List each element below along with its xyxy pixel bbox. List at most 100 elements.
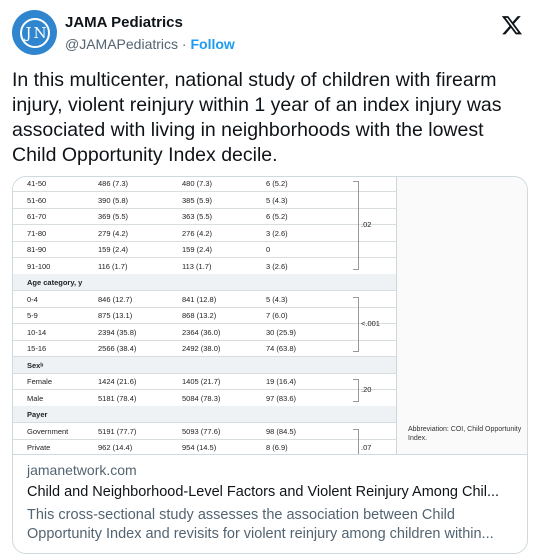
table-row-label: 81-90 [27, 245, 47, 254]
table-cell: 390 (5.8) [98, 195, 129, 205]
table-cell: 98 (84.5) [266, 426, 297, 436]
table-row: 91-100 116 (1.7) 113 (1.7) 3 (2.6) [13, 258, 397, 275]
table-row: 71-80 279 (4.2) 276 (4.2) 3 (2.6) [13, 225, 397, 242]
link-card[interactable]: 41-50 486 (7.3) 480 (7.3) 6 (5.2) 51-60 390 (… [12, 176, 528, 554]
table-cell: 74 (63.8) [266, 344, 297, 353]
table-cell: 97 (83.6) [266, 393, 297, 403]
table-row: Male 5181 (78.4) 5084 (78.3) 97 (83.6) [13, 390, 397, 407]
abbreviation-note: Abbreviation: COI, Child Opportunity Ind… [408, 426, 522, 442]
table-cell: 0 [266, 245, 271, 254]
table-cell: 868 (13.2) [182, 311, 217, 320]
table-row-label: Female [27, 377, 53, 386]
table-cell: 159 (2.4) [98, 245, 129, 254]
table-cell: 8 (6.9) [266, 443, 288, 452]
table-row-label: 61-70 [27, 212, 47, 221]
table-section-heading: Sexᵇ [13, 356, 397, 374]
table-cell: 2566 (38.4) [98, 344, 137, 353]
table-row: 10-14 2394 (35.8) 2364 (36.0) 30 (25.9) [13, 324, 397, 341]
table-cell: 5 (4.3) [266, 195, 288, 205]
table-row-label: Male [27, 393, 44, 403]
table-cell: 486 (7.3) [98, 179, 129, 188]
table-row-label: 91-100 [27, 261, 51, 271]
card-domain: jamanetwork.com [27, 462, 137, 478]
p-value-bracket [353, 428, 359, 454]
p-value: <.001 [361, 319, 380, 329]
table-cell: 363 (5.5) [182, 212, 213, 221]
table-cell: 1405 (21.7) [182, 377, 221, 386]
table-row-label: 10-14 [27, 327, 47, 337]
p-value: .02 [361, 220, 372, 230]
table-cell: 276 (4.2) [182, 228, 213, 238]
table-cell: 6 (5.2) [266, 179, 288, 188]
table-row-label: Sexᵇ [27, 360, 44, 370]
table-row: Female 1424 (21.6) 1405 (21.7) 19 (16.4) [13, 373, 397, 390]
table-cell: 5181 (78.4) [98, 393, 137, 403]
table-row-label: 15-16 [27, 344, 47, 353]
card-image[interactable]: 41-50 486 (7.3) 480 (7.3) 6 (5.2) 51-60 390 (… [13, 177, 527, 455]
table-cell: 5191 (77.7) [98, 426, 137, 436]
x-logo-icon[interactable] [501, 14, 523, 36]
handle-line: @JAMAPediatrics · Follow [65, 36, 235, 52]
table-row-label: 5-9 [27, 311, 38, 320]
table-row: 51-60 390 (5.8) 385 (5.9) 5 (4.3) [13, 192, 397, 209]
table-cell: 2394 (35.8) [98, 327, 137, 337]
table-row: 61-70 369 (5.5) 363 (5.5) 6 (5.2) [13, 208, 397, 225]
p-value: .07 [361, 443, 372, 452]
table-row: 0-4 846 (12.7) 841 (12.8) 5 (4.3) [13, 291, 397, 308]
table-cell: 3 (2.6) [266, 228, 288, 238]
table-row: 15-16 2566 (38.4) 2492 (38.0) 74 (63.8) [13, 340, 397, 357]
table-row: 81-90 159 (2.4) 159 (2.4) 0 [13, 241, 397, 258]
p-value-bracket [353, 181, 359, 270]
table-row-label: 0-4 [27, 294, 38, 304]
table-cell: 2492 (38.0) [182, 344, 221, 353]
table-cell: 5093 (77.6) [182, 426, 221, 436]
table-cell: 159 (2.4) [182, 245, 213, 254]
table-row-label: 51-60 [27, 195, 47, 205]
data-table: 41-50 486 (7.3) 480 (7.3) 6 (5.2) 51-60 390 (… [13, 177, 397, 454]
table-cell: 3 (2.6) [266, 261, 288, 271]
table-row: Government 5191 (77.7) 5093 (77.6) 98 (84.5… [13, 423, 397, 440]
table-cell: 19 (16.4) [266, 377, 297, 386]
table-cell: 385 (5.9) [182, 195, 213, 205]
separator-dot: · [181, 36, 187, 52]
table-row-label: Payer [27, 410, 48, 419]
card-title[interactable]: Child and Neighborhood-Level Factors and… [27, 484, 500, 500]
table-cell: 116 (1.7) [98, 261, 128, 271]
table-cell: 6 (5.2) [266, 212, 288, 221]
follow-button[interactable]: Follow [190, 36, 235, 52]
table-row: 5-9 875 (13.1) 868 (13.2) 7 (6.0) [13, 307, 397, 324]
table-row-label: Government [27, 426, 69, 436]
table-cell: 875 (13.1) [98, 311, 133, 320]
table-row-label: Age category, y [27, 278, 83, 287]
table-row-label: Private [27, 443, 51, 452]
table-cell: 5084 (78.3) [182, 393, 221, 403]
table-cell: 846 (12.7) [98, 294, 133, 304]
table-cell: 962 (14.4) [98, 443, 133, 452]
card-description: This cross-sectional study assesses the … [27, 507, 494, 542]
tweet-text: In this multicenter, national study of c… [12, 69, 502, 166]
account-handle[interactable]: @JAMAPediatrics [65, 36, 179, 52]
table-row: 41-50 486 (7.3) 480 (7.3) 6 (5.2) [13, 177, 397, 192]
table-cell: 2364 (36.0) [182, 327, 221, 337]
account-name[interactable]: JAMA Pediatrics [65, 14, 183, 31]
table-cell: 954 (14.5) [182, 443, 217, 452]
table-cell: 7 (6.0) [266, 311, 288, 320]
table-cell: 1424 (21.6) [98, 377, 137, 386]
table-section-heading: Payer [13, 406, 397, 423]
table-cell: 279 (4.2) [98, 228, 129, 238]
table-cell: 113 (1.7) [182, 261, 212, 271]
p-value-bracket [353, 379, 359, 402]
table-cell: 841 (12.8) [182, 294, 217, 304]
table-divider [396, 177, 397, 454]
table-cell: 480 (7.3) [182, 179, 213, 188]
table-cell: 5 (4.3) [266, 294, 288, 304]
table-cell: 369 (5.5) [98, 212, 129, 221]
table-cell: 30 (25.9) [266, 327, 297, 337]
table-section-heading: Age category, y [13, 274, 397, 291]
table-row-label: 71-80 [27, 228, 47, 238]
table-row-label: 41-50 [27, 179, 47, 188]
p-value-bracket [353, 296, 359, 352]
